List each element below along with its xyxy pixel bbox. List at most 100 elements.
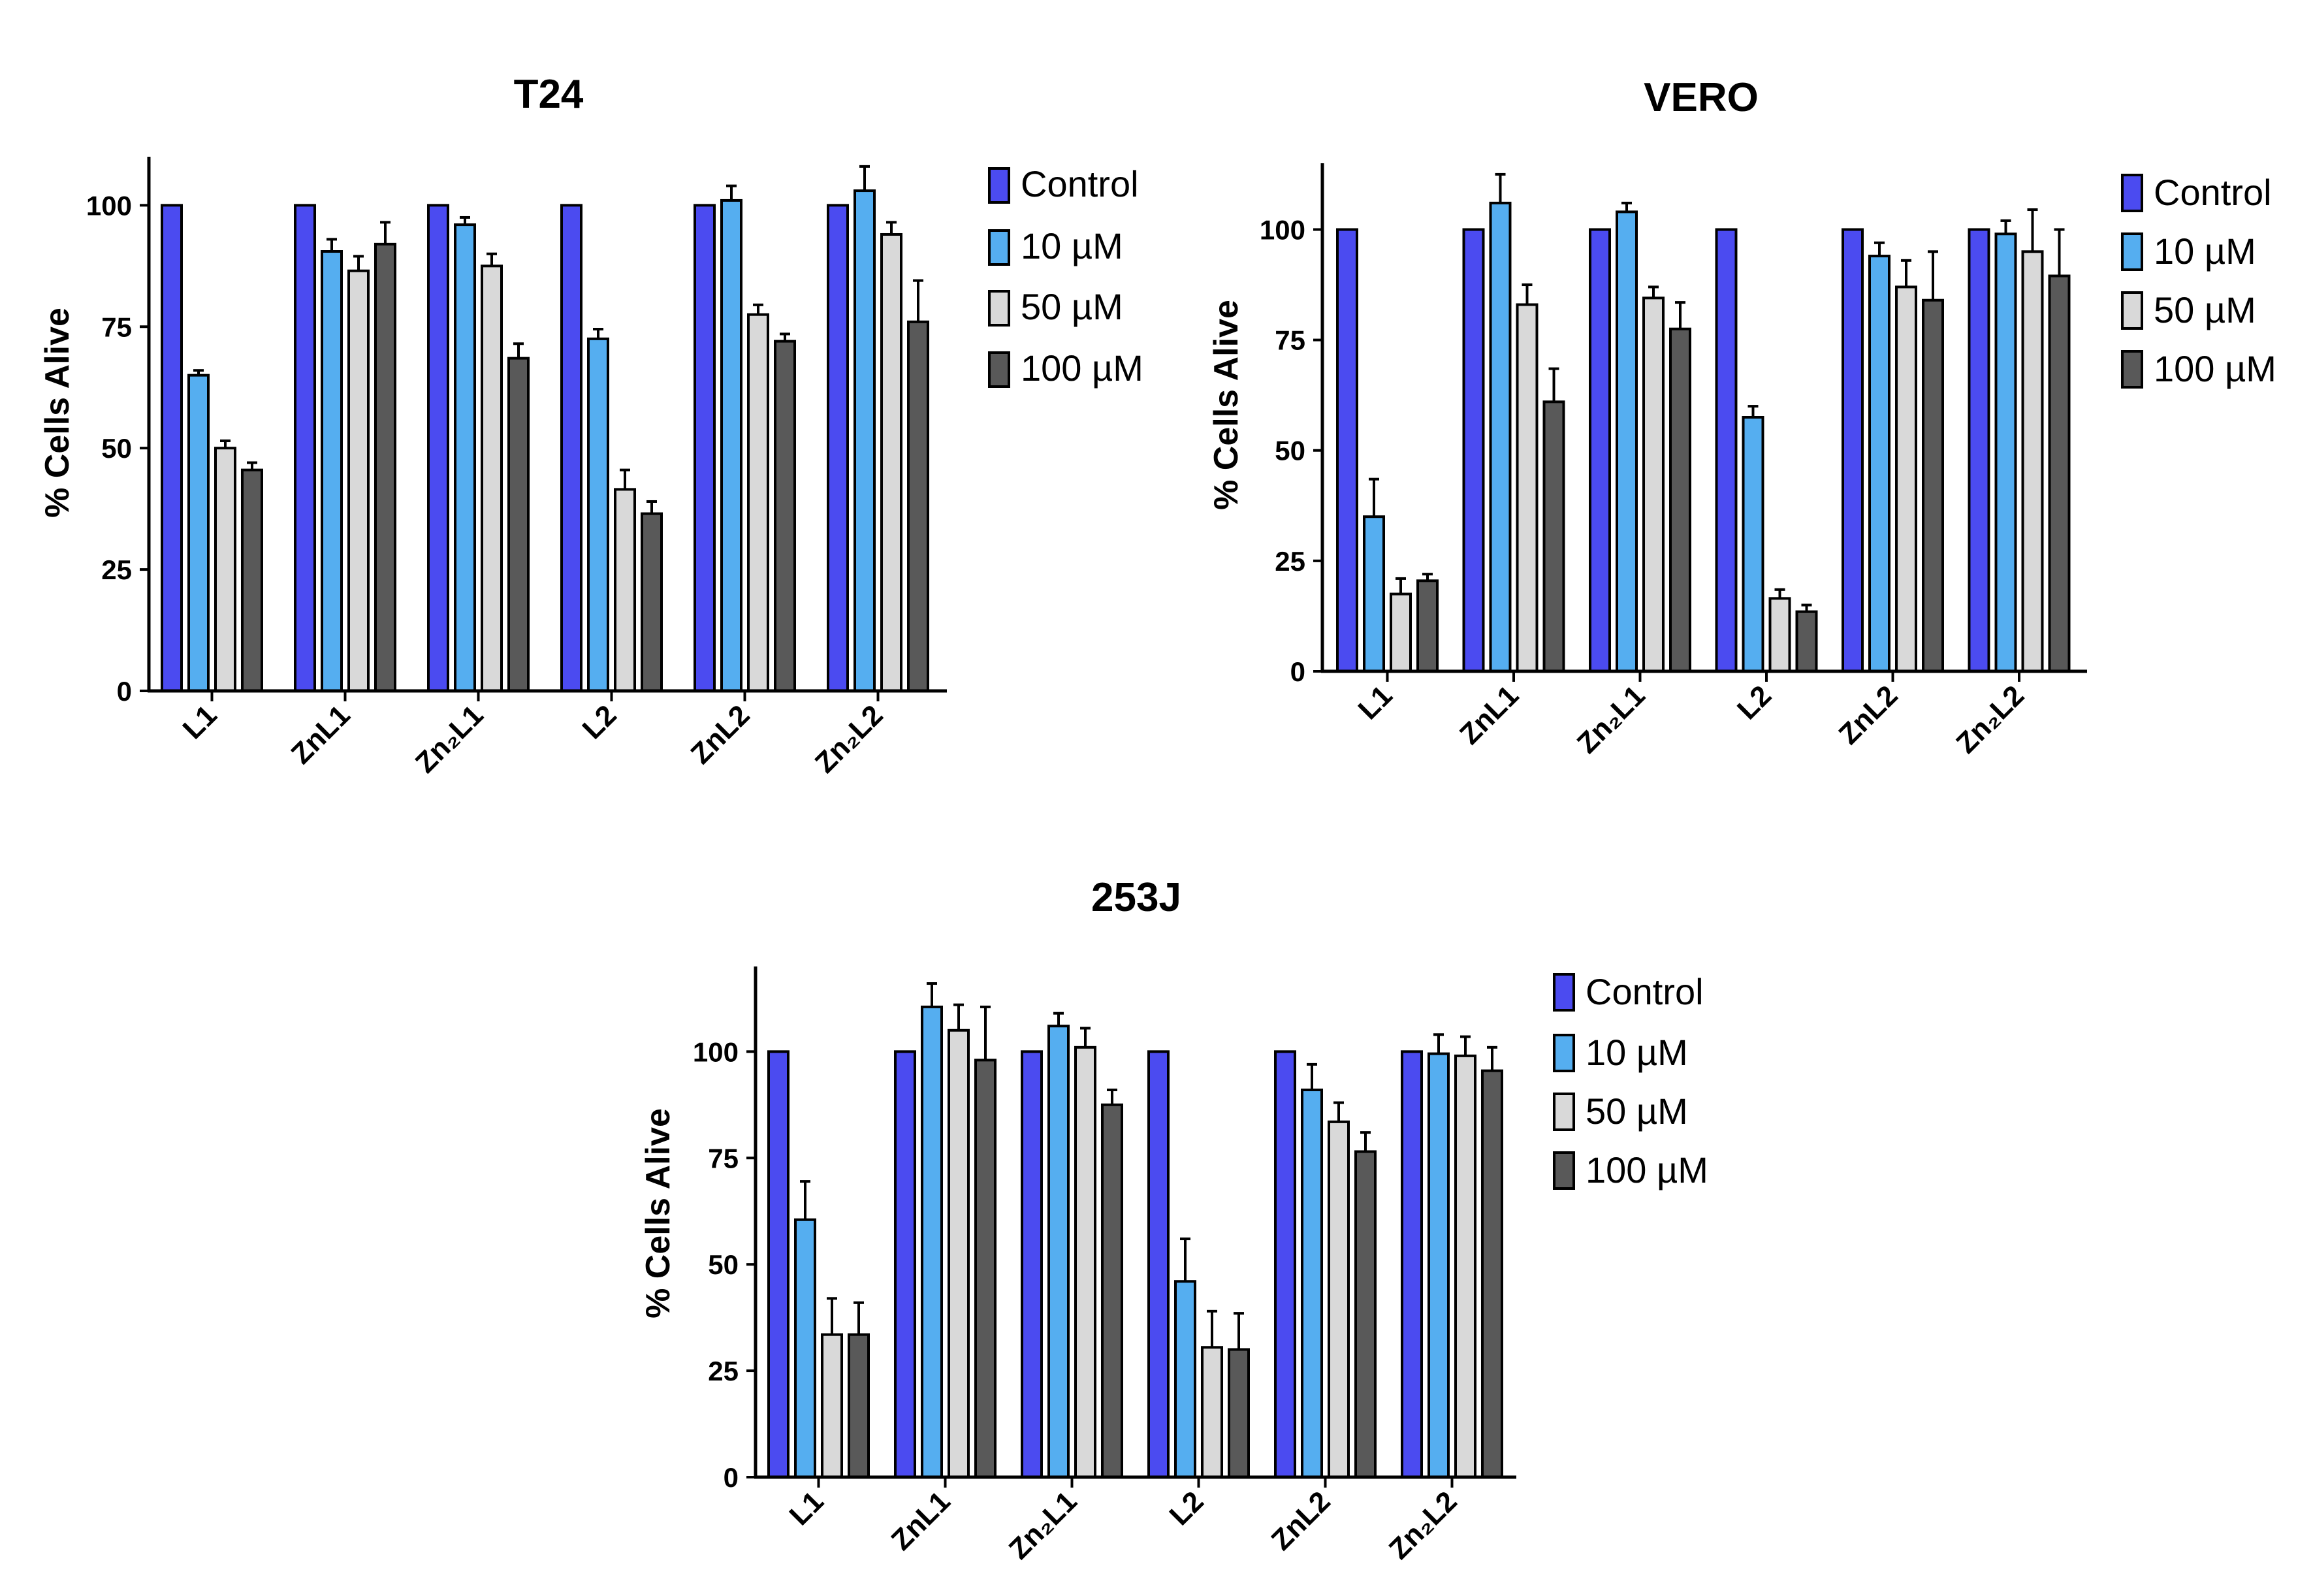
bar-50m [1390,592,1412,673]
y-tick-label: 50 [1275,436,1305,466]
bar-50m [347,269,370,693]
bar-control [560,204,582,692]
legend-label: 100 µM [1586,1149,1708,1190]
bar-50m [880,232,902,692]
bar-control [694,204,716,692]
x-category-label: L1 [784,1485,830,1531]
bar-control [1842,228,1864,673]
bar-10m [1868,255,1890,673]
bar-control [1021,1050,1043,1479]
bar-50m [821,1333,843,1478]
x-category-label: Zn₂L2 [1950,679,2030,759]
bar-50m [1201,1346,1223,1479]
y-tick-label: 100 [86,190,132,221]
bar-100m [1354,1150,1377,1478]
x-category-label: ZnL2 [1266,1485,1337,1556]
chart-panel-t24: T24 % Cells Alive 0 25 50 75 100 L1 ZnL1 Zn₂L1 L… [39,72,1143,779]
chart-title: T24 [514,72,584,117]
bar-control [1336,228,1358,673]
x-category-label: ZnL1 [885,1485,957,1556]
bar-100m [1795,610,1818,673]
bar-100m [848,1333,870,1478]
bar-100m [1228,1348,1250,1478]
legend-label: 100 µM [2154,348,2276,389]
bar-10m [321,250,343,692]
bar-10m [187,374,210,692]
y-tick-label: 25 [708,1356,739,1386]
bar-control [1462,228,1485,673]
y-tick-label: 0 [724,1462,739,1493]
bar-50m [1516,303,1539,673]
bar-50m [948,1029,970,1478]
chart-panel-vero: VERO % Cells Alive 0 25 50 75 100 L1 ZnL1 Zn₂L1… [1207,75,2276,759]
legend-swatch [988,167,1010,204]
y-tick-label: 25 [1275,546,1305,577]
bar-10m [1047,1025,1070,1478]
chart-panel-253j: 253J % Cells Alive 0 25 50 75 100 L1 ZnL1 Zn₂L1… [639,875,1708,1565]
legend-swatch [1553,1034,1575,1072]
y-tick-label: 50 [101,433,132,464]
legend-label: 50 µM [1021,286,1123,327]
bar-control [161,204,183,692]
legend-swatch [1553,1151,1575,1190]
x-category-label: Zn₂L1 [409,699,490,779]
bar-control [827,204,849,692]
bar-100m [1481,1069,1503,1478]
bar-10m [454,223,476,693]
chart-title: 253J [1091,875,1181,920]
bar-100m [1542,400,1565,673]
bar-control [1715,228,1738,673]
legend-swatch [1553,973,1575,1012]
bar-50m [747,313,769,692]
x-category-label: ZnL1 [1454,679,1525,750]
legend-swatch [988,229,1010,266]
legend-label: Control [1021,163,1139,204]
bar-control [1147,1050,1170,1479]
x-category-label: Zn₂L2 [1383,1485,1463,1565]
x-category-label: L2 [577,699,623,745]
y-axis-title: % Cells Alive [39,308,76,518]
bar-50m [481,264,503,692]
x-category-label: Zn₂L2 [809,699,889,779]
bar-50m [1768,597,1791,673]
bar-50m [1328,1120,1350,1478]
legend-label: 100 µM [1021,347,1143,389]
bar-50m [1074,1045,1096,1478]
bar-100m [1922,298,1944,673]
bar-10m [1616,210,1638,673]
bar-10m [1174,1280,1196,1478]
legend-swatch [2121,174,2143,212]
legend-swatch [2121,291,2143,330]
x-category-label: Zn₂L1 [1571,679,1651,759]
y-tick-label: 25 [101,554,132,585]
bar-10m [794,1218,816,1479]
bar-10m [1301,1088,1323,1478]
y-tick-label: 75 [101,311,132,342]
y-tick-label: 0 [1290,656,1305,687]
bar-50m [614,488,636,693]
legend-swatch [988,290,1010,327]
bar-100m [907,320,929,692]
y-tick-label: 50 [708,1249,739,1280]
bar-control [894,1050,916,1479]
bar-10m [587,337,609,692]
bar-50m [1642,296,1665,673]
legend-swatch [2121,232,2143,271]
legend-label: 10 µM [2154,231,2256,272]
x-category-label: Zn₂L1 [1003,1485,1083,1565]
legend-label: Control [1586,971,1704,1012]
bar-100m [507,357,530,692]
x-category-label: L1 [1352,679,1399,726]
bar-10m [720,199,742,693]
y-tick-label: 100 [1260,214,1305,245]
x-category-label: L1 [177,699,223,745]
bar-50m [1895,285,1917,673]
legend-label: 10 µM [1586,1032,1688,1073]
bar-100m [1101,1103,1123,1478]
legend-swatch [988,351,1010,388]
bar-100m [974,1059,997,1479]
legend-swatch [2121,350,2143,389]
legend-label: 10 µM [1021,225,1123,266]
bar-10m [1363,515,1385,673]
